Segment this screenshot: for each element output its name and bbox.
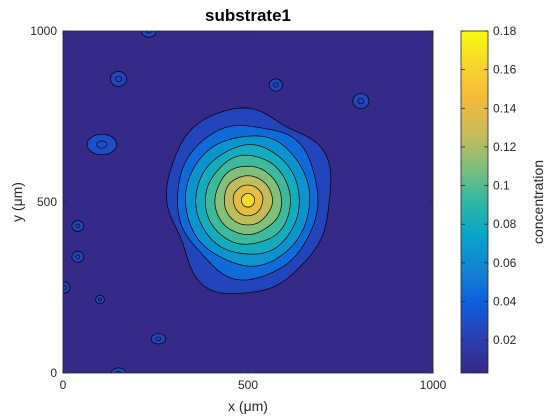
contour-blob	[141, 31, 157, 38]
x-tick-label: 1000	[420, 378, 447, 392]
contour-blob	[63, 281, 71, 294]
contour-blob	[110, 71, 127, 87]
contour-blob	[71, 220, 85, 232]
contour-blob	[150, 333, 167, 345]
contour-layer	[63, 31, 370, 373]
y-tick-label: 1000	[30, 24, 57, 38]
colorbar-tick-label: 0.16	[493, 63, 517, 77]
colorbar-tick-label: 0.02	[493, 333, 517, 347]
contour-blob-inner	[115, 75, 122, 82]
x-tick-label: 0	[60, 378, 67, 392]
colorbar-tick-label: 0.06	[493, 256, 517, 270]
contour-blob-inner	[145, 31, 152, 34]
y-axis: 0 500 1000	[30, 24, 433, 380]
colorbar-tick-label: 0.14	[493, 101, 517, 115]
contour-blob-inner	[75, 254, 81, 259]
colorbar-gradient	[460, 30, 489, 374]
contour-blob-inner	[155, 336, 162, 341]
contour-blob-inner	[273, 82, 279, 88]
contour-peak	[240, 193, 256, 208]
x-tick-label: 500	[238, 378, 258, 392]
chart-title: substrate1	[205, 6, 291, 25]
colorbar-tick-label: 0.1	[493, 179, 510, 193]
colorbar-tick-label: 0.12	[493, 140, 517, 154]
colorbar-tick-label: 0.08	[493, 217, 517, 231]
contour-blob-inner	[98, 297, 102, 302]
colorbar: 0.02 0.04 0.06 0.08 0.1 0.12 0.14 0.16 0.18 conc…	[460, 24, 546, 374]
x-axis: 0 500 1000	[60, 31, 447, 392]
contour-blob	[352, 93, 370, 109]
y-tick-label: 0	[50, 366, 57, 380]
contour-blob-inner	[75, 223, 81, 229]
plot-area	[62, 30, 434, 374]
colorbar-ticks: 0.02 0.04 0.06 0.08 0.1 0.12 0.14 0.16 0.18	[461, 24, 517, 347]
y-axis-label: y (μm)	[9, 182, 25, 222]
colorbar-tick-label: 0.04	[493, 295, 517, 309]
contour-blob	[71, 250, 85, 263]
colorbar-label: concentration	[530, 160, 546, 244]
contour-blob	[268, 78, 283, 92]
contour-blob-inner	[357, 98, 364, 105]
y-tick-label: 500	[37, 195, 57, 209]
colorbar-tick-label: 0.18	[493, 24, 517, 38]
contour-blob	[95, 295, 105, 304]
contour-blob	[86, 133, 117, 156]
contour-blob-inner	[96, 140, 108, 149]
x-axis-label: x (μm)	[228, 398, 268, 414]
